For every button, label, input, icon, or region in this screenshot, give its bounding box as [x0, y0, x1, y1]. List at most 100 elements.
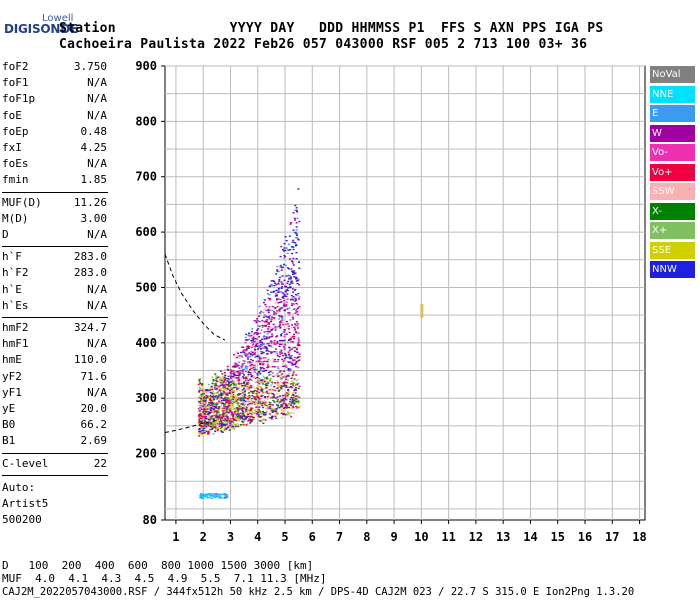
echo-point: [199, 400, 202, 403]
echo-point: [292, 397, 295, 399]
echo-point: [287, 323, 290, 325]
echo-point: [258, 397, 261, 400]
echo-point: [276, 381, 279, 384]
echo-point: [274, 327, 277, 329]
echo-point: [256, 319, 259, 322]
echo-point: [226, 406, 229, 408]
echo-point: [226, 394, 229, 396]
echo-point: [266, 396, 269, 398]
echo-point: [287, 243, 290, 245]
echo-point: [281, 316, 284, 318]
echo-point: [250, 410, 253, 412]
echo-point: [255, 321, 258, 324]
echo-point: [247, 372, 250, 374]
echo-point: [226, 380, 229, 382]
echo-point: [248, 355, 251, 358]
echo-point: [287, 328, 290, 330]
echo-point: [255, 386, 258, 389]
echo-point: [239, 416, 242, 418]
echo-point: [234, 407, 237, 409]
echo-point: [272, 418, 275, 421]
echo-point: [275, 410, 278, 413]
echo-point: [258, 320, 261, 323]
echo-point: [239, 377, 242, 379]
echo-point: [203, 396, 206, 398]
echo-point: [256, 391, 259, 393]
echo-point: [278, 389, 281, 391]
echo-point: [292, 291, 295, 293]
echo-point: [237, 403, 240, 406]
echo-point: [256, 329, 259, 331]
echo-point: [269, 396, 272, 398]
echo-point: [298, 284, 301, 286]
echo-point: [296, 282, 299, 285]
echo-point: [257, 419, 260, 422]
echo-point: [210, 385, 213, 388]
echo-point: [213, 496, 216, 498]
echo-point: [219, 388, 222, 391]
echo-point: [205, 411, 208, 413]
echo-point: [221, 407, 224, 409]
echo-point: [223, 427, 226, 430]
echo-point: [220, 402, 223, 405]
echo-point: [285, 275, 288, 277]
echo-point: [251, 328, 254, 330]
echo-point: [215, 493, 218, 496]
echo-point: [215, 406, 218, 408]
echo-point: [205, 495, 208, 498]
echo-point: [243, 351, 246, 354]
echo-point: [269, 392, 272, 394]
echo-point: [256, 404, 259, 407]
echo-point: [216, 397, 219, 400]
echo-point: [280, 269, 283, 271]
echo-point: [269, 298, 272, 300]
echo-point: [282, 397, 285, 400]
echo-point: [223, 420, 226, 423]
echo-point: [224, 414, 227, 417]
echo-point: [221, 493, 224, 495]
echo-point: [292, 229, 295, 231]
echo-point: [285, 364, 288, 366]
echo-point: [277, 385, 280, 388]
echo-point: [214, 429, 217, 432]
echo-point: [248, 361, 251, 363]
echo-point: [279, 323, 282, 325]
echo-point: [273, 290, 276, 293]
echo-point: [278, 316, 281, 318]
echo-point: [234, 364, 237, 366]
echo-point: [289, 383, 292, 385]
echo-point: [284, 404, 287, 406]
echo-point: [207, 418, 210, 421]
echo-point: [200, 493, 203, 495]
param-name: C-level: [2, 456, 49, 470]
echo-point: [279, 386, 282, 389]
echo-point: [293, 272, 296, 275]
echo-point: [252, 367, 255, 369]
echo-point: [235, 371, 238, 373]
echo-point: [200, 494, 203, 496]
echo-point: [223, 403, 226, 405]
echo-point: [218, 407, 221, 409]
echo-point: [284, 236, 287, 238]
echo-point: [200, 411, 203, 413]
echo-point: [253, 398, 256, 401]
echo-point: [274, 397, 277, 399]
echo-point: [260, 395, 263, 398]
echo-point: [297, 298, 300, 300]
echo-point: [292, 257, 295, 260]
echo-point: [213, 392, 216, 395]
echo-point: [248, 418, 251, 420]
echo-point: [200, 393, 203, 396]
echo-point: [200, 417, 203, 420]
echo-point: [274, 295, 277, 297]
echo-point: [222, 423, 225, 425]
echo-point: [223, 407, 226, 409]
echo-point: [269, 379, 272, 381]
echo-point: [202, 388, 205, 390]
echo-point: [252, 359, 255, 362]
echo-point: [259, 416, 262, 418]
echo-point: [280, 286, 283, 288]
echo-point: [284, 255, 287, 258]
echo-point: [244, 418, 247, 420]
echo-point: [226, 407, 229, 409]
